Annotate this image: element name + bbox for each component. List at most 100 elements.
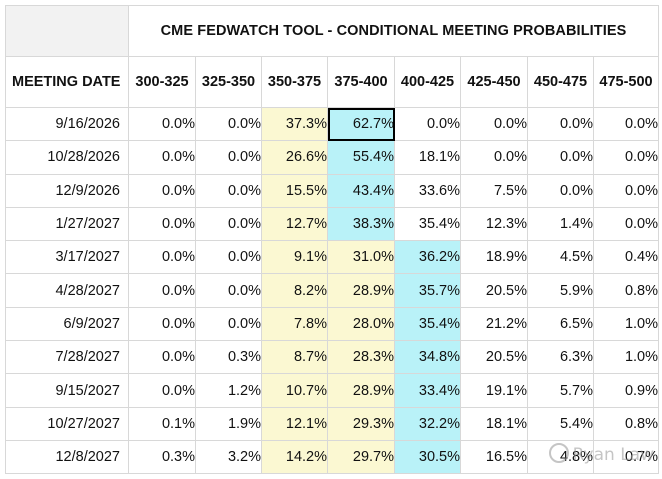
- probability-cell[interactable]: 0.0%: [195, 106, 262, 142]
- probability-cell[interactable]: 1.2%: [195, 373, 262, 408]
- probability-cell[interactable]: 28.9%: [327, 373, 395, 408]
- probability-cell[interactable]: 29.3%: [327, 406, 395, 441]
- probability-cell[interactable]: 28.3%: [327, 340, 395, 375]
- rate-column-header[interactable]: 325-350: [195, 56, 262, 108]
- probability-cell[interactable]: 35.7%: [394, 273, 461, 308]
- probability-cell[interactable]: 18.1%: [394, 140, 461, 175]
- meeting-date-header[interactable]: MEETING DATE: [5, 56, 129, 108]
- probability-cell[interactable]: 0.0%: [195, 140, 262, 175]
- probability-cell[interactable]: 0.7%: [593, 439, 659, 475]
- probability-cell[interactable]: 31.0%: [327, 240, 395, 275]
- probability-cell[interactable]: 0.0%: [195, 273, 262, 308]
- meeting-date-cell[interactable]: 7/28/2027: [5, 340, 129, 375]
- probability-cell[interactable]: 20.5%: [460, 340, 528, 375]
- probability-cell[interactable]: 0.0%: [128, 140, 196, 175]
- probability-cell[interactable]: 12.3%: [460, 206, 528, 242]
- probability-cell[interactable]: 0.0%: [527, 140, 594, 175]
- probability-cell[interactable]: 12.7%: [261, 206, 328, 242]
- probability-cell[interactable]: 36.2%: [394, 240, 461, 275]
- probability-cell[interactable]: 35.4%: [394, 306, 461, 342]
- probability-cell[interactable]: 0.0%: [593, 173, 659, 208]
- probability-cell[interactable]: 0.0%: [128, 273, 196, 308]
- probability-cell[interactable]: 18.9%: [460, 240, 528, 275]
- meeting-date-cell[interactable]: 1/27/2027: [5, 206, 129, 242]
- probability-cell[interactable]: 10.7%: [261, 373, 328, 408]
- probability-cell[interactable]: 1.0%: [593, 340, 659, 375]
- probability-cell[interactable]: 0.0%: [128, 240, 196, 275]
- probability-cell[interactable]: 5.9%: [527, 273, 594, 308]
- probability-cell[interactable]: 55.4%: [327, 140, 395, 175]
- rate-column-header[interactable]: 400-425: [394, 56, 461, 108]
- probability-cell[interactable]: 5.7%: [527, 373, 594, 408]
- probability-cell[interactable]: 0.9%: [593, 373, 659, 408]
- probability-cell[interactable]: 32.2%: [394, 406, 461, 441]
- probability-cell[interactable]: 28.9%: [327, 273, 395, 308]
- probability-cell[interactable]: 0.0%: [128, 373, 196, 408]
- probability-cell[interactable]: 0.0%: [128, 340, 196, 375]
- meeting-date-cell[interactable]: 6/9/2027: [5, 306, 129, 342]
- probability-cell[interactable]: 5.4%: [527, 406, 594, 441]
- rate-column-header[interactable]: 300-325: [128, 56, 196, 108]
- rate-column-header[interactable]: 425-450: [460, 56, 528, 108]
- probability-cell[interactable]: 1.9%: [195, 406, 262, 441]
- probability-cell[interactable]: 0.3%: [128, 439, 196, 475]
- probability-cell[interactable]: 0.0%: [195, 206, 262, 242]
- meeting-date-cell[interactable]: 9/15/2027: [5, 373, 129, 408]
- probability-cell[interactable]: 28.0%: [327, 306, 395, 342]
- probability-cell[interactable]: 0.0%: [128, 206, 196, 242]
- probability-cell[interactable]: 18.1%: [460, 406, 528, 441]
- probability-cell[interactable]: 0.0%: [593, 206, 659, 242]
- probability-cell[interactable]: 33.4%: [394, 373, 461, 408]
- probability-cell[interactable]: 38.3%: [327, 206, 395, 242]
- probability-cell[interactable]: 21.2%: [460, 306, 528, 342]
- probability-cell[interactable]: 7.5%: [460, 173, 528, 208]
- probability-cell[interactable]: 33.6%: [394, 173, 461, 208]
- probability-cell[interactable]: 0.1%: [128, 406, 196, 441]
- rate-column-header[interactable]: 450-475: [527, 56, 594, 108]
- probability-cell[interactable]: 0.0%: [527, 173, 594, 208]
- probability-cell[interactable]: 3.2%: [195, 439, 262, 475]
- rate-column-header[interactable]: 375-400: [327, 56, 395, 108]
- probability-cell[interactable]: 0.0%: [128, 173, 196, 208]
- meeting-date-cell[interactable]: 9/16/2026: [5, 106, 129, 142]
- probability-cell[interactable]: 30.5%: [394, 439, 461, 475]
- probability-cell[interactable]: 0.0%: [195, 173, 262, 208]
- probability-cell[interactable]: 0.8%: [593, 406, 659, 441]
- rate-column-header[interactable]: 350-375: [261, 56, 328, 108]
- probability-cell[interactable]: 6.5%: [527, 306, 594, 342]
- probability-cell[interactable]: 0.0%: [527, 106, 594, 142]
- probability-cell[interactable]: 4.5%: [527, 240, 594, 275]
- probability-cell[interactable]: 26.6%: [261, 140, 328, 175]
- probability-cell[interactable]: 0.0%: [593, 106, 659, 142]
- probability-cell[interactable]: 7.8%: [261, 306, 328, 342]
- meeting-date-cell[interactable]: 12/8/2027: [5, 439, 129, 475]
- probability-cell[interactable]: 14.2%: [261, 439, 328, 475]
- probability-cell[interactable]: 8.7%: [261, 340, 328, 375]
- probability-cell[interactable]: 19.1%: [460, 373, 528, 408]
- probability-cell[interactable]: 43.4%: [327, 173, 395, 208]
- meeting-date-cell[interactable]: 10/27/2027: [5, 406, 129, 441]
- probability-cell[interactable]: 4.8%: [527, 439, 594, 475]
- probability-cell[interactable]: 35.4%: [394, 206, 461, 242]
- probability-cell[interactable]: 6.3%: [527, 340, 594, 375]
- probability-cell[interactable]: 0.0%: [195, 306, 262, 342]
- probability-cell[interactable]: 0.8%: [593, 273, 659, 308]
- probability-cell[interactable]: 29.7%: [327, 439, 395, 475]
- probability-cell[interactable]: 34.8%: [394, 340, 461, 375]
- probability-cell[interactable]: 62.7%: [327, 106, 395, 142]
- meeting-date-cell[interactable]: 3/17/2027: [5, 240, 129, 275]
- probability-cell[interactable]: 0.0%: [460, 106, 528, 142]
- probability-cell[interactable]: 0.0%: [460, 140, 528, 175]
- probability-cell[interactable]: 0.0%: [394, 106, 461, 142]
- probability-cell[interactable]: 16.5%: [460, 439, 528, 475]
- probability-cell[interactable]: 12.1%: [261, 406, 328, 441]
- meeting-date-cell[interactable]: 12/9/2026: [5, 173, 129, 208]
- probability-cell[interactable]: 0.4%: [593, 240, 659, 275]
- meeting-date-cell[interactable]: 4/28/2027: [5, 273, 129, 308]
- probability-cell[interactable]: 1.0%: [593, 306, 659, 342]
- probability-cell[interactable]: 0.3%: [195, 340, 262, 375]
- probability-cell[interactable]: 1.4%: [527, 206, 594, 242]
- probability-cell[interactable]: 0.0%: [195, 240, 262, 275]
- probability-cell[interactable]: 20.5%: [460, 273, 528, 308]
- probability-cell[interactable]: 0.0%: [128, 306, 196, 342]
